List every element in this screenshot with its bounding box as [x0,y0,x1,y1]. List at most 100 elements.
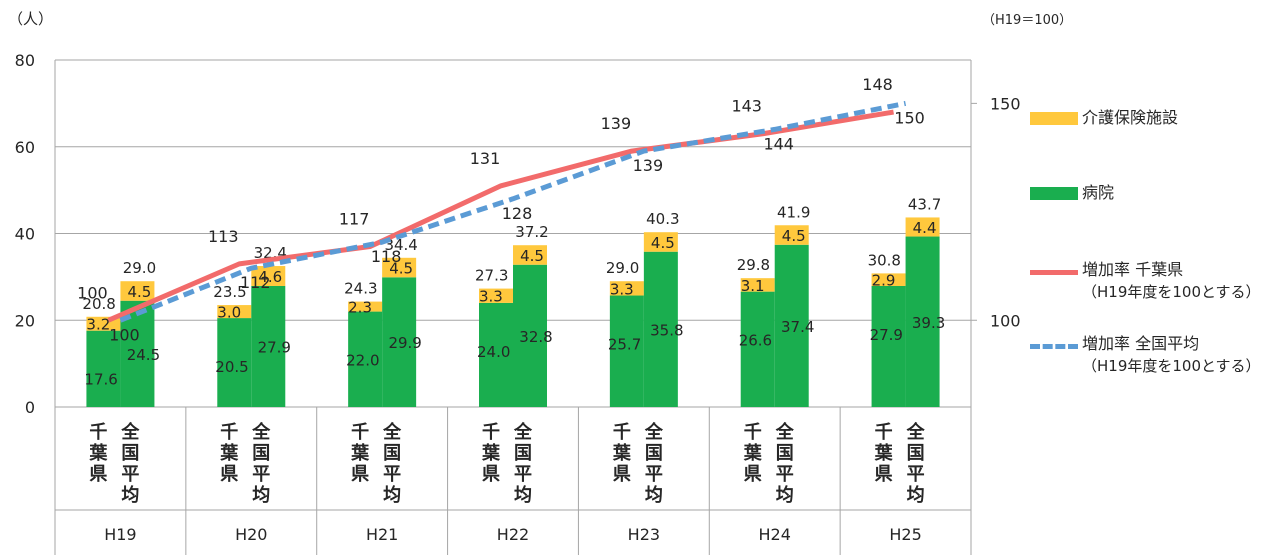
data-label-growth-chiba: 113 [208,227,239,246]
data-label-total-chiba: 29.0 [606,259,639,277]
group-label: 千葉県 [743,422,763,485]
data-label-total-chiba: 23.5 [213,283,246,301]
data-label-hospital-national: 29.9 [388,334,421,352]
legend-swatch-growth-national [1030,344,1078,349]
data-label-growth-chiba: 148 [862,75,893,94]
legend-swatch-hospital [1030,187,1078,200]
category-label: H20 [235,525,267,544]
y-right-unit-label: （H19＝100） [982,13,1072,28]
bar-care-national [251,266,286,286]
group-label: 千葉県 [219,422,239,485]
bar-hospital-national [251,285,286,407]
data-label-hospital-national: 35.8 [650,321,683,339]
bar-hospital-chiba [348,311,383,407]
data-label-care-national: 4.6 [258,268,282,286]
data-label-growth-national: 139 [633,156,664,175]
bar-care-national [643,232,678,252]
data-label-care-chiba: 2.3 [348,299,372,317]
data-label-total-chiba: 24.3 [344,280,377,298]
y-left-tick-label: 80 [15,51,35,70]
y-right-tick-label: 100 [990,311,1021,330]
data-label-growth-chiba: 139 [601,114,632,133]
data-label-growth-national: 118 [371,247,402,266]
bar-care-chiba [479,288,513,303]
group-label: 千葉県 [874,422,894,485]
legend-text-growth-chiba: 増加率 千葉県 （H19年度を100とする） [1082,259,1261,303]
legend-sub-growth-national: （H19年度を100とする） [1082,357,1261,375]
category-label: H21 [366,525,398,544]
data-label-hospital-chiba: 24.0 [477,343,510,361]
data-label-hospital-national: 24.5 [127,346,160,364]
data-label-care-national: 4.5 [520,247,544,265]
bar-care-chiba [871,273,906,286]
data-label-growth-national: 150 [894,108,925,127]
bar-care-national [513,245,547,265]
bar-care-chiba [609,281,644,296]
data-label-total-national: 37.2 [515,223,548,241]
legend-item-care-facility: 介護保険施設 [1030,107,1178,129]
data-label-care-chiba: 3.3 [610,280,634,298]
data-label-care-chiba: 3.0 [217,304,241,322]
group-label: 全国平均 [120,421,140,506]
bar-hospital-chiba [609,295,644,407]
y-left-tick-label: 0 [25,398,35,417]
group-label: 千葉県 [350,422,370,485]
bar-care-national [774,225,809,245]
data-label-care-national: 4.5 [389,260,413,278]
category-label: H25 [889,525,921,544]
bar-hospital-chiba [479,302,513,407]
data-label-hospital-chiba: 17.6 [84,371,117,389]
data-label-hospital-chiba: 20.5 [215,358,248,376]
legend-item-growth-chiba: 増加率 千葉県 （H19年度を100とする） [1030,259,1261,303]
data-label-growth-chiba: 143 [731,97,762,116]
data-label-hospital-chiba: 27.9 [870,326,903,344]
data-label-total-chiba: 29.8 [737,256,770,274]
data-label-hospital-national: 32.8 [519,328,552,346]
bar-care-national [382,257,417,278]
bar-hospital-chiba [217,318,252,407]
bar-care-national [905,217,940,237]
data-label-total-national: 29.0 [123,259,156,277]
y-left-tick-label: 40 [15,225,35,244]
group-label: 全国平均 [644,421,664,506]
data-label-growth-chiba: 131 [470,149,501,168]
data-label-care-chiba: 3.1 [741,277,765,295]
y-left-unit-label: （人） [8,10,53,28]
y-right-tick-label: 150 [990,94,1021,113]
group-label: 全国平均 [382,421,402,506]
line-growth-national [119,100,907,323]
legend-item-growth-national: 増加率 全国平均 （H19年度を100とする） [1030,333,1261,377]
group-label: 千葉県 [612,422,632,485]
data-label-total-chiba: 30.8 [868,251,901,269]
data-label-growth-national: 128 [502,204,533,223]
group-label: 全国平均 [906,421,926,506]
legend: 介護保険施設 病院 増加率 千葉県 （H19年度を100とする） 増加率 全国平… [1030,0,1267,400]
data-label-growth-chiba: 100 [77,283,108,302]
bar-hospital-national [774,244,809,407]
category-label: H22 [497,525,529,544]
category-label: H23 [628,525,660,544]
group-label: 千葉県 [481,422,501,485]
category-label: H24 [759,525,791,544]
legend-label-hospital: 病院 [1082,183,1115,202]
legend-swatch-growth-chiba [1030,270,1078,275]
data-label-hospital-chiba: 26.6 [739,332,772,350]
data-label-growth-chiba: 117 [339,210,370,229]
data-label-care-national: 4.5 [651,234,675,252]
bar-care-chiba [348,301,383,312]
data-label-total-national: 41.9 [777,203,810,221]
data-label-hospital-chiba: 22.0 [346,352,379,370]
data-label-hospital-national: 27.9 [258,338,291,356]
legend-item-hospital: 病院 [1030,182,1114,204]
data-label-total-chiba: 20.8 [82,295,115,313]
data-label-care-chiba: 3.2 [86,316,110,334]
legend-label-growth-national: 増加率 全国平均 [1082,334,1200,353]
legend-label-care-facility: 介護保険施設 [1082,108,1179,127]
bar-hospital-national [382,277,417,407]
group-label: 全国平均 [513,421,533,506]
y-left-tick-label: 60 [15,138,35,157]
data-label-hospital-chiba: 25.7 [608,336,641,354]
data-label-care-chiba: 3.3 [479,288,503,306]
